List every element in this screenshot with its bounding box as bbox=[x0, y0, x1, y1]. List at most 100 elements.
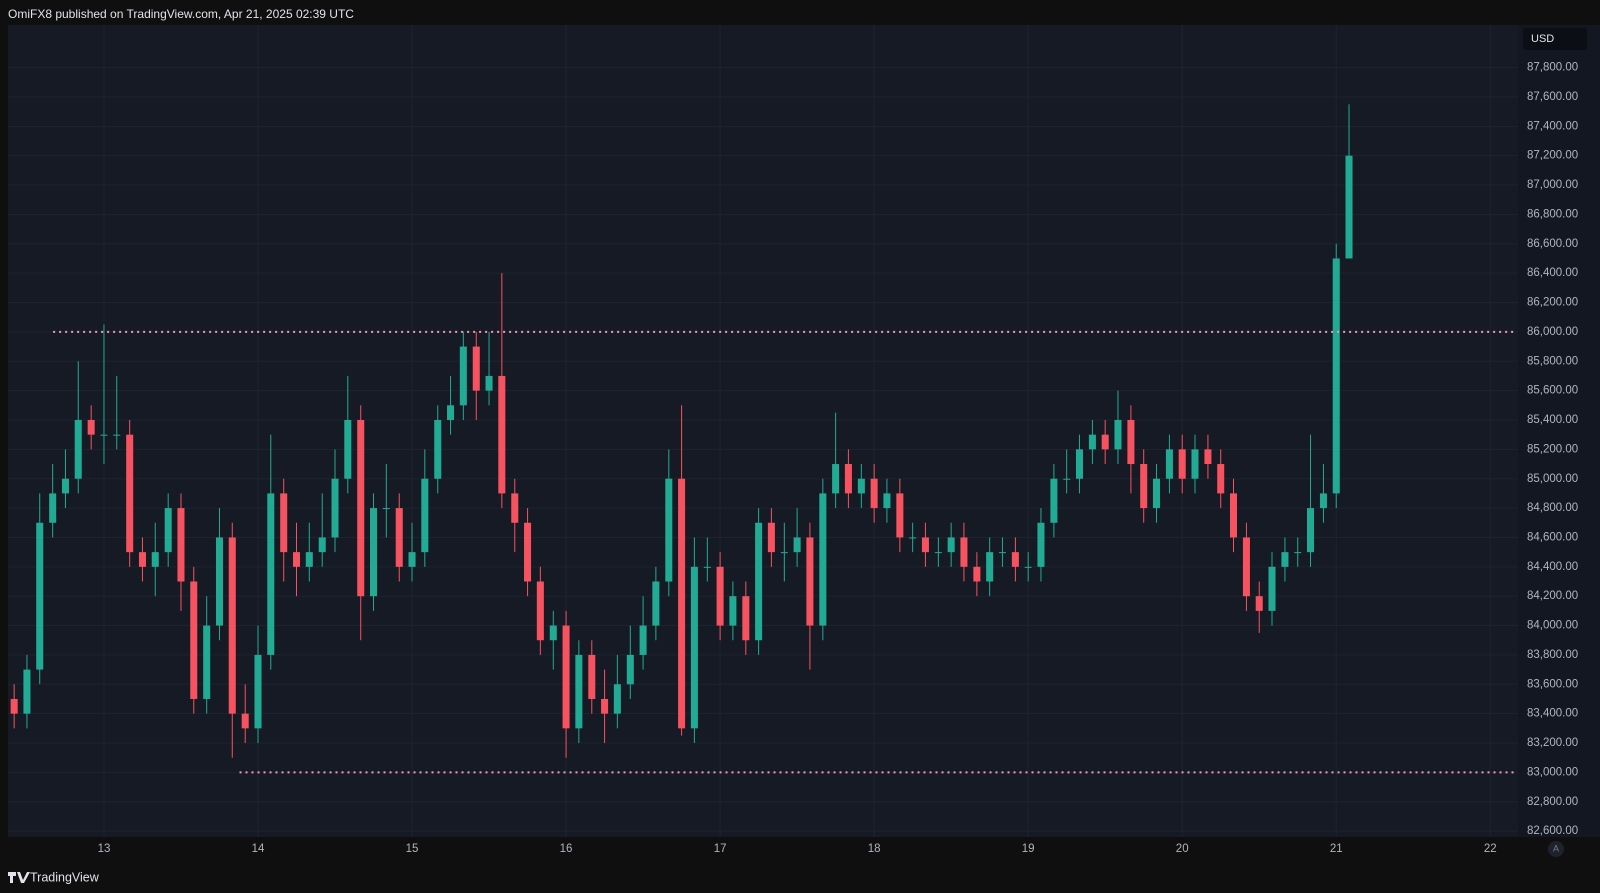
y-tick-label: 85,000.00 bbox=[1527, 473, 1578, 485]
y-tick-label: 83,400.00 bbox=[1527, 708, 1578, 720]
candle-body bbox=[1140, 464, 1148, 509]
candle-body bbox=[151, 552, 159, 567]
publish-info: OmiFX8 published on TradingView.com, Apr… bbox=[8, 7, 354, 21]
x-tick-label: 13 bbox=[98, 843, 111, 855]
candle-body bbox=[998, 552, 1006, 554]
logo bbox=[8, 872, 30, 883]
candle-body bbox=[74, 419, 82, 479]
y-tick-label: 87,000.00 bbox=[1527, 179, 1578, 191]
y-tick-label: 85,400.00 bbox=[1527, 414, 1578, 426]
y-tick-label: 85,800.00 bbox=[1527, 355, 1578, 367]
y-tick-label: 82,600.00 bbox=[1527, 825, 1578, 837]
y-tick-label: 86,000.00 bbox=[1527, 326, 1578, 338]
candle-body bbox=[1127, 419, 1135, 465]
candle-body bbox=[626, 654, 634, 685]
candle-body bbox=[1229, 493, 1238, 538]
candle-body bbox=[113, 434, 121, 436]
candle-body bbox=[793, 537, 801, 553]
x-tick-label: 19 bbox=[1022, 843, 1035, 855]
auto-scale-button[interactable] bbox=[1548, 841, 1564, 857]
candle-body bbox=[947, 537, 955, 553]
candle-body bbox=[357, 419, 365, 597]
candle-body bbox=[382, 508, 390, 510]
candle-body bbox=[562, 625, 570, 729]
candle-body bbox=[857, 478, 865, 494]
candle-body bbox=[126, 434, 134, 553]
candle-body bbox=[1178, 449, 1186, 479]
y-tick-label: 87,800.00 bbox=[1527, 62, 1578, 74]
candle-body bbox=[1242, 537, 1250, 597]
candle-body bbox=[780, 552, 788, 554]
candle-body bbox=[215, 537, 224, 626]
candle-body bbox=[1063, 478, 1071, 480]
candle-body bbox=[536, 581, 544, 641]
candle-body bbox=[1165, 449, 1173, 479]
candle-body bbox=[447, 405, 455, 420]
x-tick-label: 21 bbox=[1330, 843, 1343, 855]
y-tick-label: 83,600.00 bbox=[1527, 678, 1578, 690]
x-tick-label: 20 bbox=[1176, 843, 1189, 855]
candle-body bbox=[973, 566, 981, 582]
candle-body bbox=[832, 464, 840, 494]
candle-body bbox=[806, 537, 814, 626]
candle-body bbox=[344, 419, 352, 479]
candle-body bbox=[49, 493, 57, 523]
candle-body bbox=[10, 698, 18, 714]
candle-body bbox=[1306, 508, 1315, 553]
y-tick-label: 86,200.00 bbox=[1527, 297, 1578, 309]
y-tick-label: 86,400.00 bbox=[1527, 267, 1578, 279]
candle-body bbox=[1101, 434, 1109, 450]
auto-scale-label[interactable]: A bbox=[1553, 843, 1559, 853]
x-tick-label: 16 bbox=[560, 843, 573, 855]
candle-body bbox=[408, 552, 416, 567]
candle-body bbox=[1268, 566, 1276, 611]
candle-body bbox=[241, 713, 249, 729]
y-tick-label: 87,400.00 bbox=[1527, 120, 1578, 132]
x-tick-label: 18 bbox=[868, 843, 881, 855]
candle-body bbox=[228, 537, 236, 714]
candle-body bbox=[819, 493, 827, 626]
candle-body bbox=[459, 346, 467, 406]
candle-body bbox=[485, 375, 493, 391]
candle-body bbox=[1114, 419, 1122, 450]
price-axis bbox=[1518, 25, 1600, 837]
candle-body bbox=[61, 478, 69, 494]
y-tick-label: 87,600.00 bbox=[1527, 91, 1578, 103]
candle-body bbox=[652, 581, 660, 626]
candle-body bbox=[164, 508, 172, 553]
candle-body bbox=[1088, 434, 1096, 450]
candle-body bbox=[909, 537, 917, 539]
candle-body bbox=[203, 625, 211, 699]
candle-body bbox=[498, 375, 506, 494]
y-tick-label: 86,600.00 bbox=[1527, 238, 1578, 250]
x-tick-label: 22 bbox=[1484, 843, 1497, 855]
candle-body bbox=[395, 508, 403, 567]
plot-area bbox=[8, 25, 1518, 837]
candle-body bbox=[767, 522, 775, 553]
candle-body bbox=[23, 669, 31, 714]
candle-body bbox=[639, 625, 647, 655]
candle-body bbox=[1281, 552, 1289, 567]
candle-body bbox=[613, 684, 621, 714]
candle-body bbox=[190, 581, 198, 699]
candle-body bbox=[1294, 552, 1302, 554]
y-tick-label: 83,800.00 bbox=[1527, 649, 1578, 661]
candle-body bbox=[729, 596, 737, 626]
candle-body bbox=[1191, 449, 1199, 479]
candle-body bbox=[1037, 522, 1045, 567]
y-tick-label: 84,000.00 bbox=[1527, 620, 1578, 632]
y-tick-label: 83,200.00 bbox=[1527, 737, 1578, 749]
currency-box bbox=[1523, 28, 1587, 50]
candle-body bbox=[1152, 478, 1160, 509]
candle-body bbox=[1050, 478, 1058, 523]
candle-body bbox=[896, 493, 904, 538]
candle-body bbox=[844, 464, 852, 494]
candle-body bbox=[1319, 493, 1327, 509]
candle-body bbox=[1204, 449, 1212, 465]
candle-body bbox=[280, 493, 288, 553]
brand: TradingView bbox=[30, 870, 100, 884]
currency-label: USD bbox=[1531, 33, 1554, 45]
y-tick-label: 84,800.00 bbox=[1527, 502, 1578, 514]
candle-body bbox=[524, 522, 532, 582]
